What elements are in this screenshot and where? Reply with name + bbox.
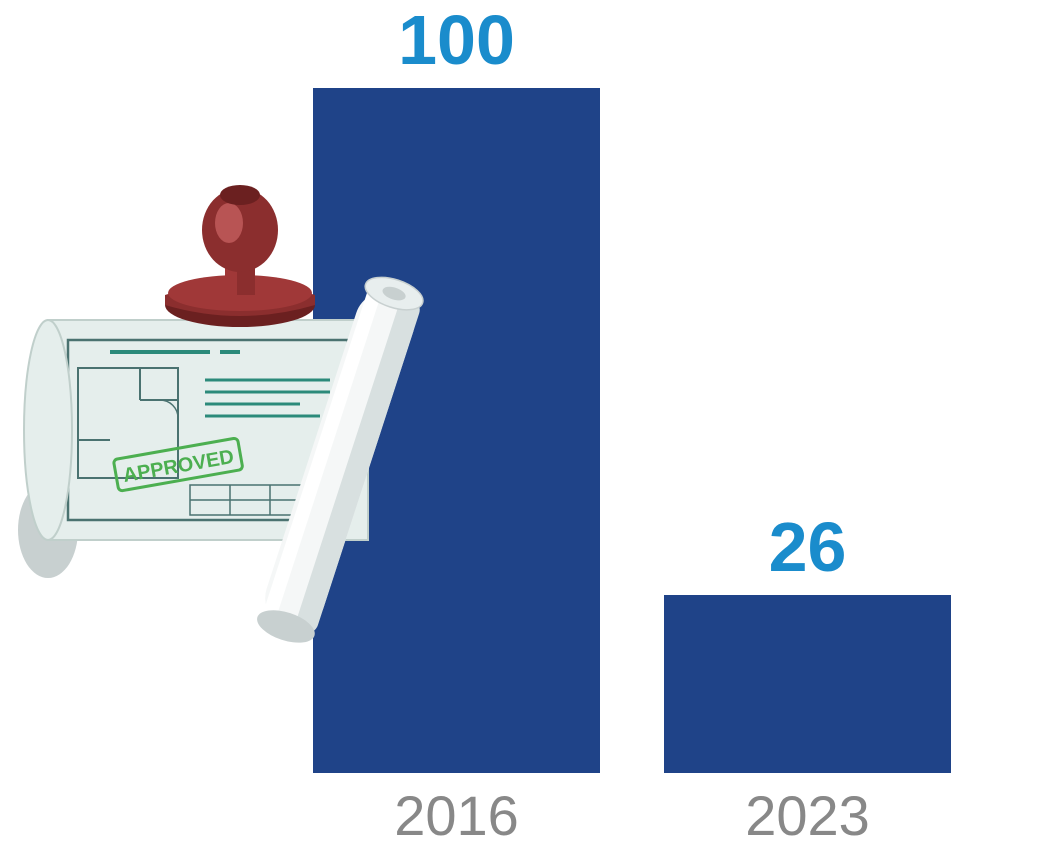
bar-label-2023: 2023 — [745, 783, 870, 848]
bar-chart: 100 2016 26 2023 — [0, 0, 1050, 854]
bar-value-2016: 100 — [398, 0, 515, 80]
bar-group-2023: 26 2023 — [664, 507, 951, 848]
bar-value-2023: 26 — [769, 507, 847, 587]
approved-blueprint-icon: APPROVED — [10, 180, 470, 660]
bar-2023 — [664, 595, 951, 773]
bar-label-2016: 2016 — [394, 783, 519, 848]
